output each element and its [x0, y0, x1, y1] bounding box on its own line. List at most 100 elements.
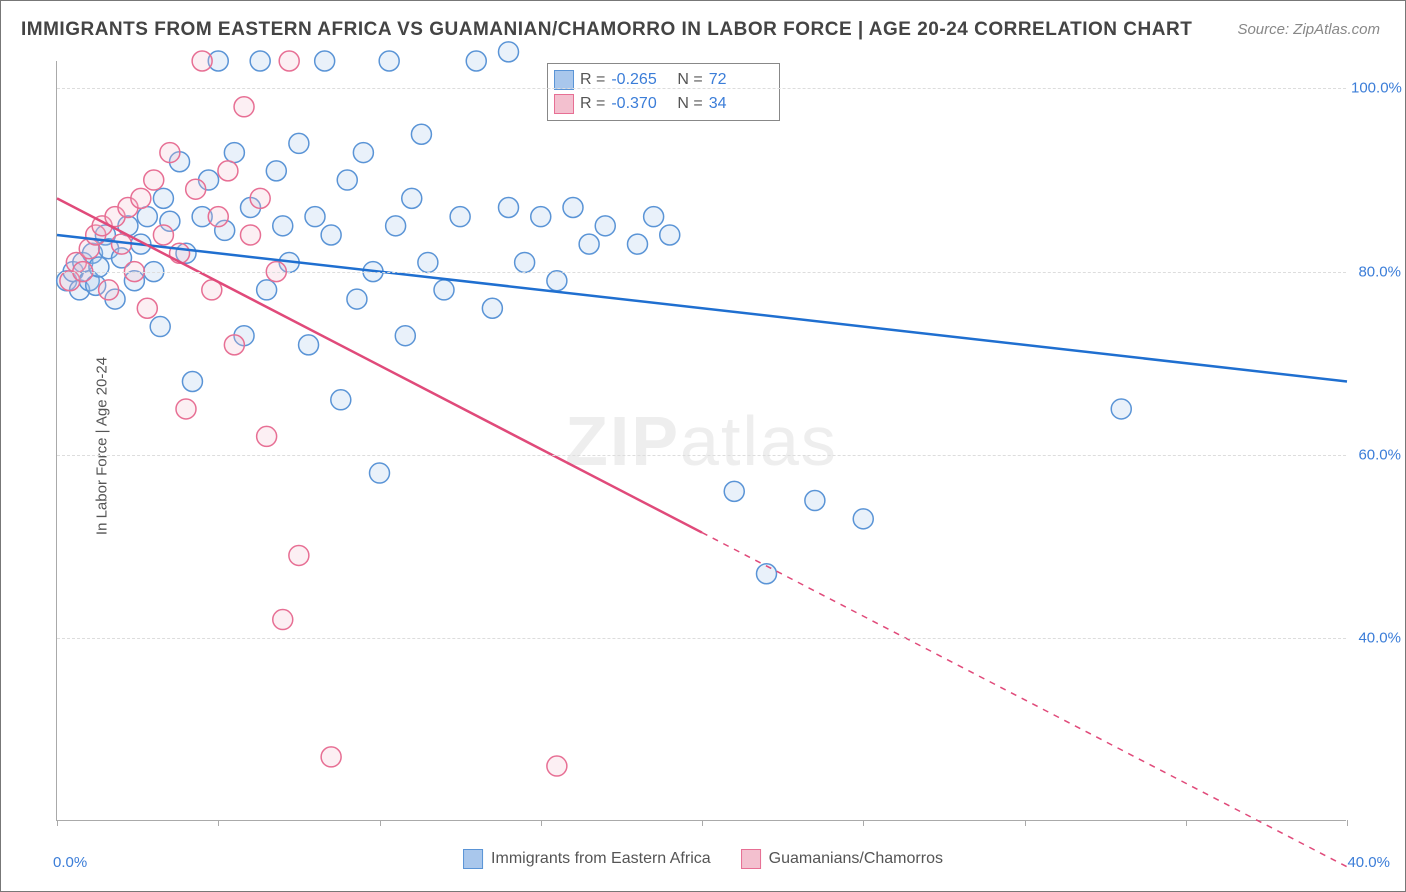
legend-swatch [741, 849, 761, 869]
data-point-guamanian [224, 335, 244, 355]
data-point-eastern_africa [547, 271, 567, 291]
data-point-guamanian [170, 243, 190, 263]
data-point-eastern_africa [370, 463, 390, 483]
data-point-eastern_africa [482, 298, 502, 318]
data-point-eastern_africa [579, 234, 599, 254]
x-tick [218, 820, 219, 826]
data-point-eastern_africa [379, 51, 399, 71]
x-axis-start-label: 0.0% [53, 854, 87, 871]
data-point-eastern_africa [466, 51, 486, 71]
data-point-eastern_africa [434, 280, 454, 300]
data-point-eastern_africa [137, 207, 157, 227]
data-point-guamanian [234, 97, 254, 117]
x-tick [702, 820, 703, 826]
data-point-eastern_africa [402, 188, 422, 208]
data-point-eastern_africa [224, 143, 244, 163]
x-tick [863, 820, 864, 826]
data-point-guamanian [137, 298, 157, 318]
gridline-h [57, 455, 1346, 456]
plot-area: ZIPatlas R =-0.265N =72R =-0.370N =34 40… [56, 61, 1346, 821]
data-point-guamanian [144, 170, 164, 190]
data-point-guamanian [176, 399, 196, 419]
data-point-eastern_africa [660, 225, 680, 245]
data-point-eastern_africa [644, 207, 664, 227]
data-point-eastern_africa [386, 216, 406, 236]
data-point-guamanian [279, 51, 299, 71]
legend-label: Guamanians/Chamorros [769, 850, 943, 868]
gridline-h [57, 272, 1346, 273]
x-tick [57, 820, 58, 826]
data-point-eastern_africa [337, 170, 357, 190]
data-point-eastern_africa [499, 198, 519, 218]
y-tick-label: 60.0% [1351, 446, 1401, 463]
data-point-guamanian [257, 426, 277, 446]
data-point-eastern_africa [418, 252, 438, 272]
trend-line-eastern_africa [57, 235, 1347, 382]
y-tick-label: 100.0% [1351, 80, 1401, 97]
n-value: 34 [709, 92, 769, 116]
data-point-eastern_africa [1111, 399, 1131, 419]
data-point-guamanian [321, 747, 341, 767]
data-point-eastern_africa [411, 124, 431, 144]
data-point-eastern_africa [347, 289, 367, 309]
bottom-legend: Immigrants from Eastern Africa Guamanians… [463, 849, 943, 869]
source-attribution: Source: ZipAtlas.com [1237, 21, 1380, 38]
data-point-eastern_africa [515, 252, 535, 272]
trend-line-dashed-guamanian [702, 533, 1347, 867]
data-point-eastern_africa [353, 143, 373, 163]
r-value: -0.370 [611, 92, 671, 116]
x-tick [541, 820, 542, 826]
data-point-eastern_africa [628, 234, 648, 254]
data-point-eastern_africa [450, 207, 470, 227]
data-point-eastern_africa [257, 280, 277, 300]
x-axis-end-label: 40.0% [1347, 854, 1390, 871]
data-point-guamanian [160, 143, 180, 163]
gridline-h [57, 638, 1346, 639]
legend-swatch [463, 849, 483, 869]
x-tick [1186, 820, 1187, 826]
data-point-eastern_africa [499, 42, 519, 62]
legend-swatch [554, 94, 574, 114]
data-point-guamanian [131, 188, 151, 208]
data-point-guamanian [250, 188, 270, 208]
chart-title: IMMIGRANTS FROM EASTERN AFRICA VS GUAMAN… [21, 19, 1192, 41]
data-point-eastern_africa [563, 198, 583, 218]
bottom-legend-item: Guamanians/Chamorros [741, 849, 943, 869]
data-point-eastern_africa [150, 317, 170, 337]
data-point-eastern_africa [805, 491, 825, 511]
data-point-guamanian [218, 161, 238, 181]
data-point-guamanian [186, 179, 206, 199]
data-point-eastern_africa [153, 188, 173, 208]
data-point-guamanian [547, 756, 567, 776]
legend-stats-row: R =-0.370N = 34 [554, 92, 769, 116]
y-tick-label: 40.0% [1351, 629, 1401, 646]
data-point-eastern_africa [331, 390, 351, 410]
n-label: N = [677, 92, 702, 116]
legend-swatch [554, 70, 574, 90]
data-point-eastern_africa [321, 225, 341, 245]
y-tick-label: 80.0% [1351, 263, 1401, 280]
plot-svg [57, 61, 1346, 820]
data-point-eastern_africa [289, 133, 309, 153]
data-point-eastern_africa [266, 161, 286, 181]
data-point-guamanian [289, 545, 309, 565]
data-point-guamanian [99, 280, 119, 300]
data-point-eastern_africa [724, 481, 744, 501]
bottom-legend-item: Immigrants from Eastern Africa [463, 849, 711, 869]
data-point-guamanian [153, 225, 173, 245]
r-label: R = [580, 92, 605, 116]
data-point-eastern_africa [853, 509, 873, 529]
data-point-eastern_africa [273, 216, 293, 236]
data-point-eastern_africa [395, 326, 415, 346]
data-point-eastern_africa [250, 51, 270, 71]
x-tick [1347, 820, 1348, 826]
data-point-eastern_africa [182, 371, 202, 391]
chart-container: IMMIGRANTS FROM EASTERN AFRICA VS GUAMAN… [0, 0, 1406, 892]
legend-stats-box: R =-0.265N =72R =-0.370N =34 [547, 63, 780, 121]
gridline-h [57, 88, 1346, 89]
data-point-eastern_africa [305, 207, 325, 227]
data-point-guamanian [273, 610, 293, 630]
data-point-eastern_africa [595, 216, 615, 236]
data-point-guamanian [241, 225, 261, 245]
data-point-eastern_africa [531, 207, 551, 227]
